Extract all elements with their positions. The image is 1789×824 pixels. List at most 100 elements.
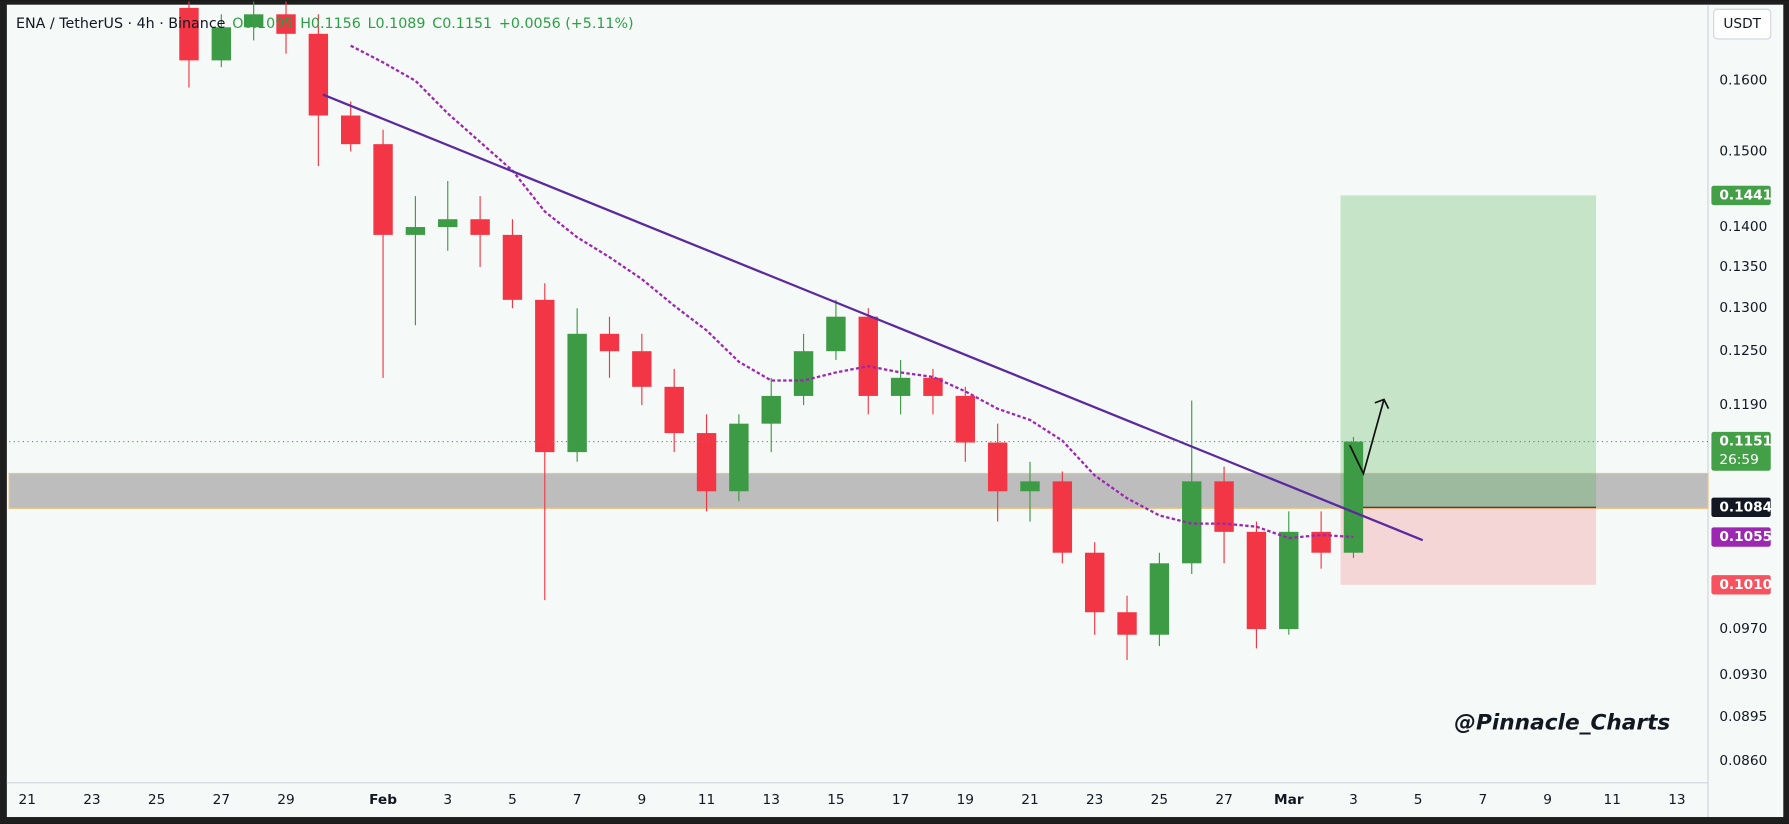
candle-body [470, 219, 490, 235]
candle-body [1343, 441, 1364, 553]
y-tick-label: 0.1400 [1719, 219, 1767, 235]
candle-body [729, 423, 749, 492]
x-tick-label: 5 [508, 792, 517, 808]
candle-body [243, 14, 264, 28]
y-tick-label: 0.1190 [1719, 397, 1767, 413]
x-tick-label: 3 [1349, 792, 1358, 808]
header-field: ENA / TetherUS · 4h · Binance [16, 16, 226, 32]
candle-body [1214, 481, 1234, 532]
candle-body [211, 27, 232, 61]
candle-body [308, 33, 329, 116]
candle-body [761, 395, 781, 424]
price-tag-label: 0.1441 [1719, 187, 1772, 203]
currency-button[interactable] [1713, 8, 1772, 40]
stop-zone [1340, 507, 1597, 585]
candle-body [890, 377, 911, 396]
forecast-arrow [1348, 398, 1390, 477]
y-tick-label: 0.0860 [1719, 753, 1767, 769]
candle-body [826, 316, 846, 352]
candle-body [696, 433, 717, 492]
x-tick-label: 21 [1021, 792, 1038, 808]
price-tag [1711, 431, 1771, 471]
y-tick-label: 0.1500 [1719, 143, 1767, 159]
y-tick-label: 0.1350 [1719, 259, 1767, 275]
chart-background [6, 4, 1784, 818]
candle-body [1279, 531, 1299, 630]
price-tag-label: 0.1010 [1719, 577, 1772, 593]
trendline [322, 93, 1424, 542]
header-field: +0.0056 (+5.11%) [499, 16, 634, 32]
target-zone [1340, 195, 1597, 508]
candle-body [438, 219, 458, 228]
countdown: 26:59 [1719, 452, 1758, 468]
x-tick-label: 7 [573, 792, 582, 808]
y-tick-label: 0.1300 [1719, 300, 1767, 316]
header-field: L0.1089 [368, 16, 426, 32]
x-tick-label: 15 [827, 792, 844, 808]
price-tag [1711, 497, 1771, 518]
price-tag [1711, 185, 1771, 206]
y-tick-label: 0.0930 [1719, 667, 1767, 683]
candle-body [1020, 481, 1040, 492]
header-field: H0.1156 [300, 16, 361, 32]
x-tick-label: 25 [1151, 792, 1168, 808]
y-tick-label: 0.1250 [1719, 343, 1767, 359]
candle-body [1084, 552, 1105, 613]
x-tick-label: 13 [763, 792, 780, 808]
candle-body [599, 333, 620, 352]
watermark: @Pinnacle_Charts [1454, 710, 1670, 735]
price-tag [1711, 527, 1771, 547]
candle-body [567, 333, 587, 453]
x-tick-label: 27 [1215, 792, 1232, 808]
candle-body [987, 442, 1008, 492]
y-tick-label: 0.0970 [1719, 621, 1767, 637]
candle-body [1052, 481, 1073, 553]
x-tick-label: 23 [1086, 792, 1103, 808]
x-tick-label: Feb [369, 792, 397, 808]
candle-body [1149, 563, 1170, 635]
candle-body [858, 316, 878, 396]
candle-body [1246, 531, 1267, 630]
x-tick-label: 19 [957, 792, 974, 808]
price-tag-label: 0.1084 [1719, 499, 1772, 515]
x-tick-label: 21 [19, 792, 36, 808]
plot-area [8, 1, 1709, 660]
price-tag-label: 0.1055 [1719, 529, 1772, 545]
x-tick-label: 7 [1478, 792, 1487, 808]
support-band [8, 472, 1709, 509]
candle-body [535, 299, 555, 453]
y-tick-label: 0.0895 [1719, 709, 1767, 725]
price-tag [1711, 575, 1771, 595]
candle-body [179, 7, 199, 61]
x-tick-label: 29 [277, 792, 294, 808]
x-tick-label: 9 [1543, 792, 1552, 808]
candle-body [502, 234, 523, 300]
x-tick-label: 5 [1414, 792, 1423, 808]
candle-body [664, 386, 684, 434]
candle-body [405, 227, 426, 235]
price-tag-label: 0.1151 [1719, 434, 1772, 450]
header-field: O0.1095 [232, 16, 293, 32]
candle-body [955, 395, 976, 443]
symbol-header: ENA / TetherUS · 4h · Binance O0.1095 H0.1… [16, 16, 634, 32]
x-tick-label: 25 [148, 792, 165, 808]
candle-body [373, 144, 393, 235]
x-tick-label: 3 [443, 792, 452, 808]
x-tick-label: 23 [83, 792, 100, 808]
header-field: C0.1151 [432, 16, 492, 32]
currency[interactable]: USDT [1723, 16, 1761, 32]
candle-body [341, 115, 361, 145]
candle-body [923, 377, 943, 396]
x-tick-label: 27 [213, 792, 230, 808]
candle-body [632, 351, 652, 387]
candle-body [276, 14, 296, 34]
x-tick-label: Mar [1274, 792, 1304, 808]
x-tick-label: 11 [1604, 792, 1621, 808]
x-tick-label: 11 [698, 792, 715, 808]
y-tick-label: 0.1600 [1719, 73, 1767, 89]
x-tick-label: 17 [892, 792, 909, 808]
candle-body [1311, 531, 1331, 553]
candle-body [1117, 612, 1137, 635]
x-tick-label: 13 [1668, 792, 1685, 808]
